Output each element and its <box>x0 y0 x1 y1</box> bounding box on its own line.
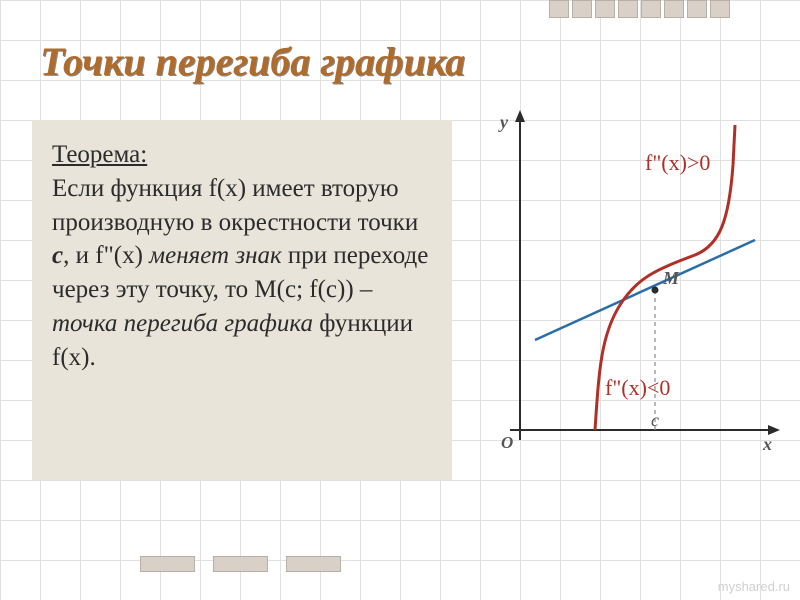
tangent-line <box>535 240 755 340</box>
watermark: myshared.ru <box>718 579 790 594</box>
theorem-text-2: , и f"(x) <box>63 242 149 269</box>
bottom-decoration <box>140 556 341 572</box>
point-m-label: М <box>662 268 680 288</box>
y-axis-arrow <box>515 110 525 122</box>
theorem-point-c: с <box>52 242 63 269</box>
origin-label: О <box>501 433 513 452</box>
upper-region-label: f"(x)>0 <box>645 150 710 175</box>
theorem-changes: меняет знак <box>149 242 282 269</box>
theorem-inflection: точка перегиба графика <box>52 310 313 337</box>
point-c-label: c <box>651 410 659 430</box>
lower-region-label: f"(x)<0 <box>605 375 670 400</box>
inflection-graph: у х О М c f"(x)>0 f"(x)<0 <box>465 110 780 460</box>
top-decoration <box>549 0 730 18</box>
point-m <box>652 287 659 294</box>
theorem-box: Теорема: Если функция f(x) имеет вторую … <box>32 120 452 480</box>
theorem-label: Теорема: <box>52 141 147 168</box>
page-title: Точки перегиба графика <box>40 38 465 85</box>
x-axis-label: х <box>762 434 772 454</box>
theorem-text-1: Если функция f(x) имеет вторую производн… <box>52 175 418 236</box>
y-axis-label: у <box>498 112 509 132</box>
